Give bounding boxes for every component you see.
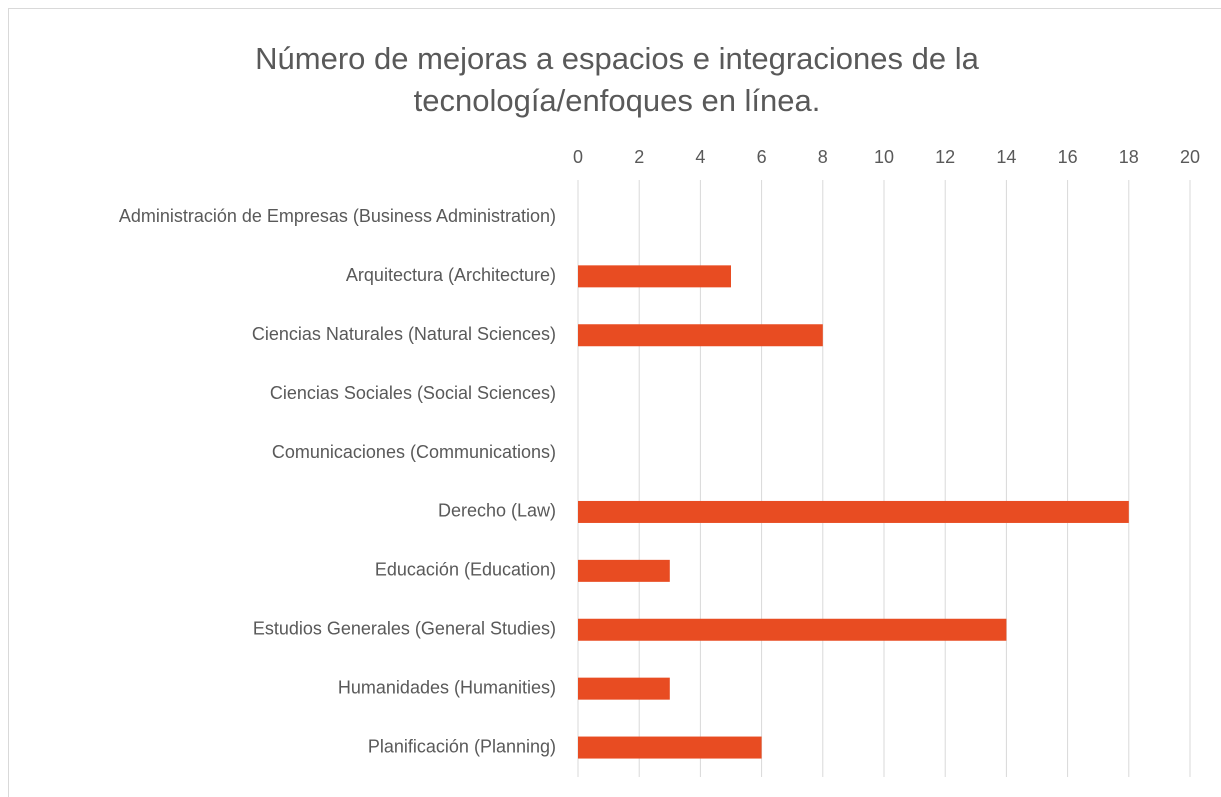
y-tick-label: Administración de Empresas (Business Adm… bbox=[119, 206, 556, 226]
y-tick-label: Educación (Education) bbox=[375, 560, 556, 580]
y-tick-label: Ciencias Naturales (Natural Sciences) bbox=[252, 324, 556, 344]
y-tick-label: Planificación (Planning) bbox=[368, 736, 556, 756]
chart-border bbox=[8, 8, 1221, 797]
y-tick-label: Arquitectura (Architecture) bbox=[346, 265, 556, 285]
x-tick-label: 6 bbox=[757, 147, 767, 167]
x-tick-label: 16 bbox=[1058, 147, 1078, 167]
x-tick-label: 4 bbox=[695, 147, 705, 167]
x-tick-label: 8 bbox=[818, 147, 828, 167]
bar bbox=[578, 736, 762, 759]
y-tick-label: Estudios Generales (General Studies) bbox=[253, 619, 556, 639]
x-tick-label: 12 bbox=[935, 147, 955, 167]
y-tick-label: Comunicaciones (Communications) bbox=[272, 442, 556, 462]
bar bbox=[578, 677, 670, 700]
x-tick-label: 2 bbox=[634, 147, 644, 167]
x-tick-label: 14 bbox=[996, 147, 1016, 167]
bar bbox=[578, 559, 670, 582]
x-tick-label: 18 bbox=[1119, 147, 1139, 167]
bar bbox=[578, 324, 823, 347]
x-tick-label: 20 bbox=[1180, 147, 1200, 167]
chart-title: Número de mejoras a espacios e integraci… bbox=[255, 41, 979, 118]
x-tick-label: 0 bbox=[573, 147, 583, 167]
bar bbox=[578, 618, 1007, 641]
bar bbox=[578, 500, 1129, 523]
bar bbox=[578, 265, 731, 288]
y-tick-label: Humanidades (Humanities) bbox=[338, 677, 556, 697]
y-tick-label: Ciencias Sociales (Social Sciences) bbox=[270, 383, 556, 403]
y-tick-label: Derecho (Law) bbox=[438, 501, 556, 521]
x-tick-label: 10 bbox=[874, 147, 894, 167]
